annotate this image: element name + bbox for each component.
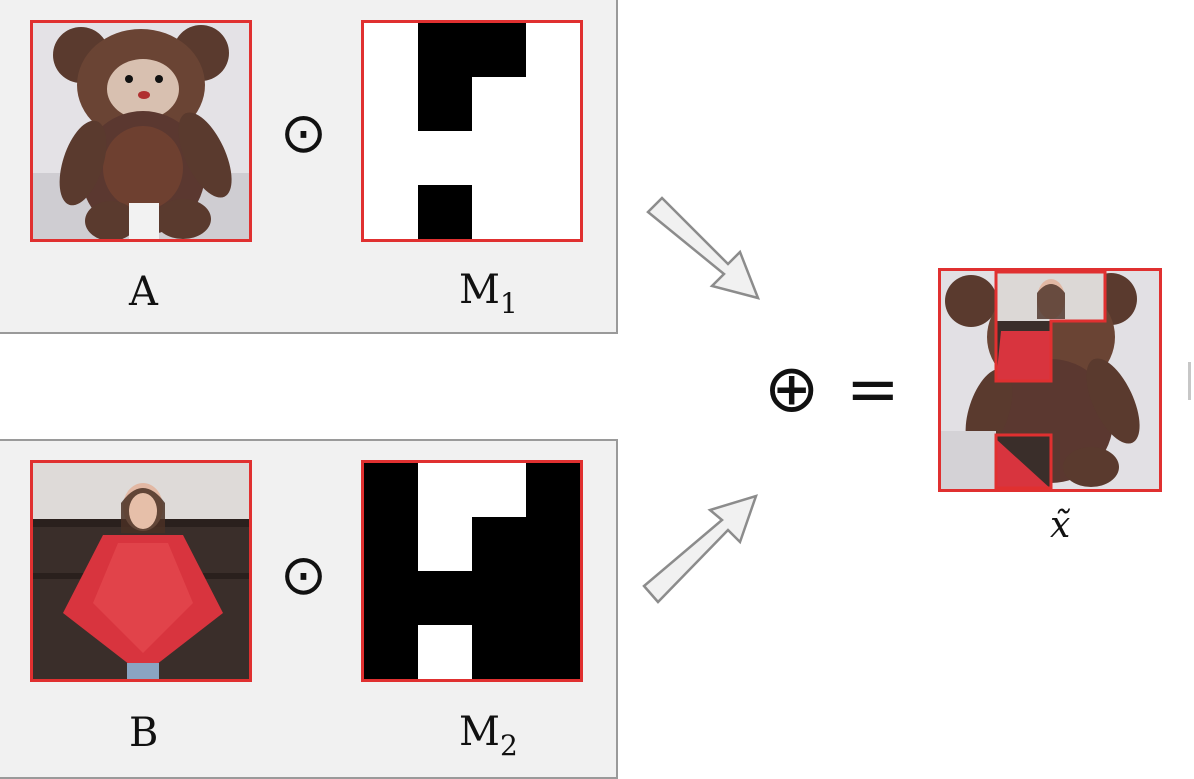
oplus-operator: ⊕ (764, 350, 820, 427)
label-a: A (129, 269, 158, 315)
label-b: B (129, 710, 159, 756)
elementwise-product-operator-bottom: ⊙ (280, 543, 327, 608)
equals-sign: = (846, 353, 900, 427)
arrow-down-right-icon (646, 196, 761, 300)
elementwise-product-operator-top: ⊙ (280, 101, 327, 166)
label-m2: M2 (459, 709, 518, 762)
mask-m2 (361, 460, 583, 682)
girl-poncho-image-b (30, 460, 252, 682)
mask-m1 (361, 20, 583, 242)
arrow-up-right-icon (642, 494, 758, 604)
teddy-bear-image-a (30, 20, 252, 242)
mixed-result-image (938, 268, 1162, 492)
label-x-tilde: x̃ (1050, 505, 1071, 546)
edge-fragment (1188, 362, 1191, 400)
label-m1: M1 (459, 267, 518, 320)
